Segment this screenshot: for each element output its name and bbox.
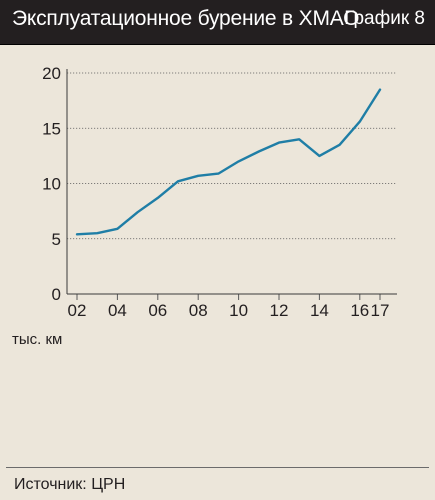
y-tick-label: 5 xyxy=(52,230,61,249)
source-label: Источник: ЦРН xyxy=(14,476,126,493)
axis-layer xyxy=(66,69,397,295)
chart-number: График 8 xyxy=(344,8,425,29)
chart-title: Эксплуатационное бурение в ХМАО xyxy=(12,7,360,30)
x-tick-label: 08 xyxy=(189,301,208,320)
x-tick-label: 16 xyxy=(350,301,369,320)
y-tick-label: 15 xyxy=(42,119,61,138)
units-label: тыс. км xyxy=(12,331,63,348)
y-tick-label: 0 xyxy=(52,285,61,304)
grid-layer xyxy=(67,72,397,300)
series-line xyxy=(75,88,382,236)
source-divider xyxy=(6,467,429,468)
x-tick-label: 02 xyxy=(68,301,87,320)
x-tick-label: 14 xyxy=(310,301,329,320)
series-layer xyxy=(75,88,382,236)
tick-label-layer: 0 5 10 15 20 02 04 06 08 10 12 14 16 17 xyxy=(42,64,389,320)
x-tick-label: 10 xyxy=(229,301,248,320)
chart-header: Эксплуатационное бурение в ХМАО График 8 xyxy=(0,0,435,45)
line-chart: 0 5 10 15 20 02 04 06 08 10 12 14 16 17 xyxy=(42,64,397,320)
x-tick-label: 17 xyxy=(371,301,390,320)
y-tick-label: 10 xyxy=(42,175,61,194)
y-tick-label: 20 xyxy=(42,64,61,83)
x-tick-label: 06 xyxy=(148,301,167,320)
x-tick-label: 04 xyxy=(108,301,127,320)
x-tick-label: 12 xyxy=(270,301,289,320)
